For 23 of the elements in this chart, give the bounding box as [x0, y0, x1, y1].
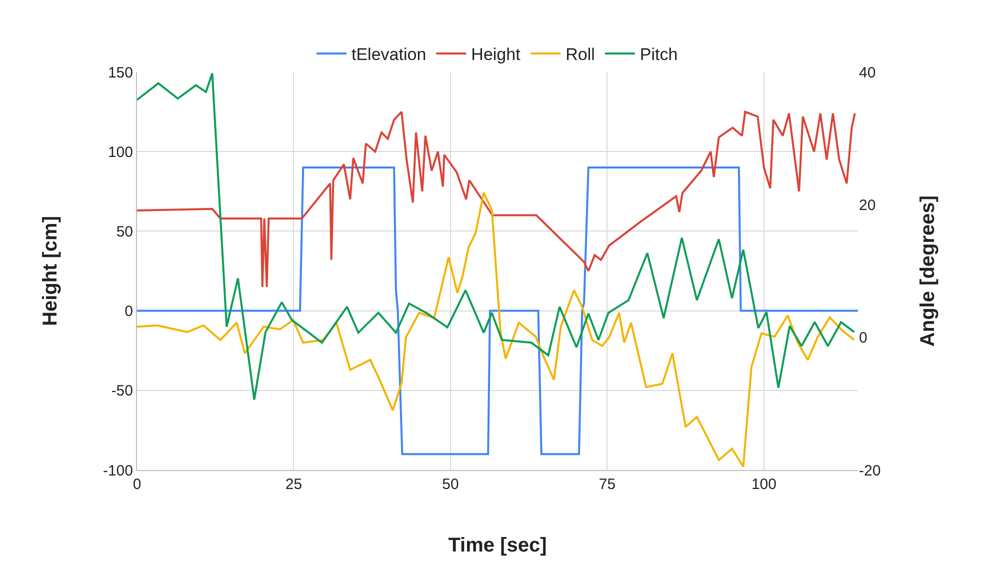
- line-series: [137, 72, 856, 401]
- legend-label: Roll: [566, 45, 595, 64]
- y2-tick-label: 40: [859, 64, 876, 82]
- legend-label: tElevation: [352, 45, 426, 64]
- x-tick-label: 75: [598, 476, 616, 493]
- line-series: [137, 110, 856, 288]
- y2-tick-label: -20: [859, 462, 881, 480]
- x-tick-label: 50: [442, 476, 459, 493]
- legend-label: Pitch: [640, 45, 678, 64]
- x-axis-title: Time [sec]: [448, 534, 547, 556]
- x-tick-label: 100: [751, 476, 776, 493]
- y-tick-label: 150: [108, 64, 133, 82]
- legend-label: Height: [471, 45, 521, 64]
- y-tick-label: -100: [102, 462, 133, 480]
- y2-tick-label: 20: [859, 196, 876, 214]
- y2-axis-title: Angle [degrees]: [917, 195, 940, 347]
- y-tick-label: 100: [108, 144, 133, 161]
- x-tick-label: 25: [285, 476, 302, 493]
- y-tick-label: -50: [111, 382, 133, 400]
- y2-tick-label: 0: [859, 330, 868, 347]
- y-axis-title: Height [cm]: [39, 216, 62, 326]
- y-tick-label: 0: [124, 303, 133, 320]
- y-tick-label: 50: [116, 223, 133, 240]
